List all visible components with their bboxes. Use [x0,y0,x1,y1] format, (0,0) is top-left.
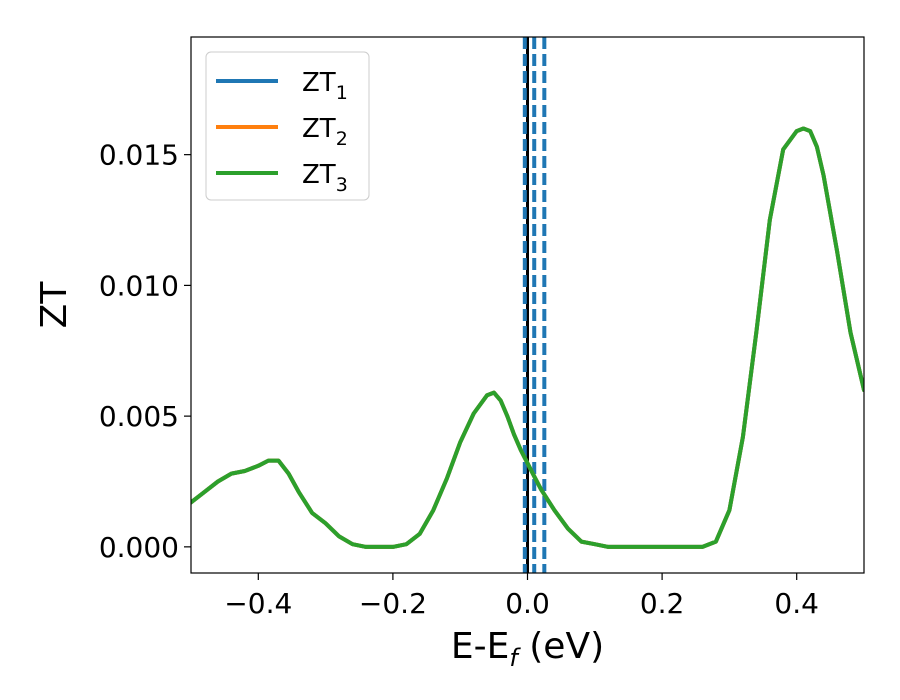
x-axis-label-main: E-E [451,626,509,667]
legend-label-2: ZT2 [302,114,348,150]
x-tick-label: −0.4 [224,587,292,620]
x-axis-ticks: −0.4 −0.2 0.0 0.2 0.4 [224,573,819,620]
x-axis-label: E-Ef (eV) [451,626,604,672]
x-tick-label: −0.2 [359,587,427,620]
legend: ZT1 ZT2 ZT3 [205,51,370,201]
y-tick-label: 0.005 [99,400,179,433]
series-lines [191,126,864,549]
y-tick-label: 0.010 [99,269,179,302]
vertical-reference-lines [522,37,547,573]
legend-label-3: ZT3 [302,160,348,196]
legend-label-1: ZT1 [302,68,348,104]
y-tick-label: 0.000 [99,531,179,564]
x-tick-label: 0.0 [505,587,550,620]
x-tick-label: 0.2 [640,587,685,620]
legend-box [205,51,370,201]
y-axis-ticks: 0.000 0.005 0.010 0.015 [99,139,191,564]
x-axis-label-unit: (eV) [518,626,604,667]
series-line-3 [191,126,864,549]
y-axis-label: ZT [34,281,75,329]
x-tick-label: 0.4 [774,587,819,620]
y-tick-label: 0.015 [99,139,179,172]
